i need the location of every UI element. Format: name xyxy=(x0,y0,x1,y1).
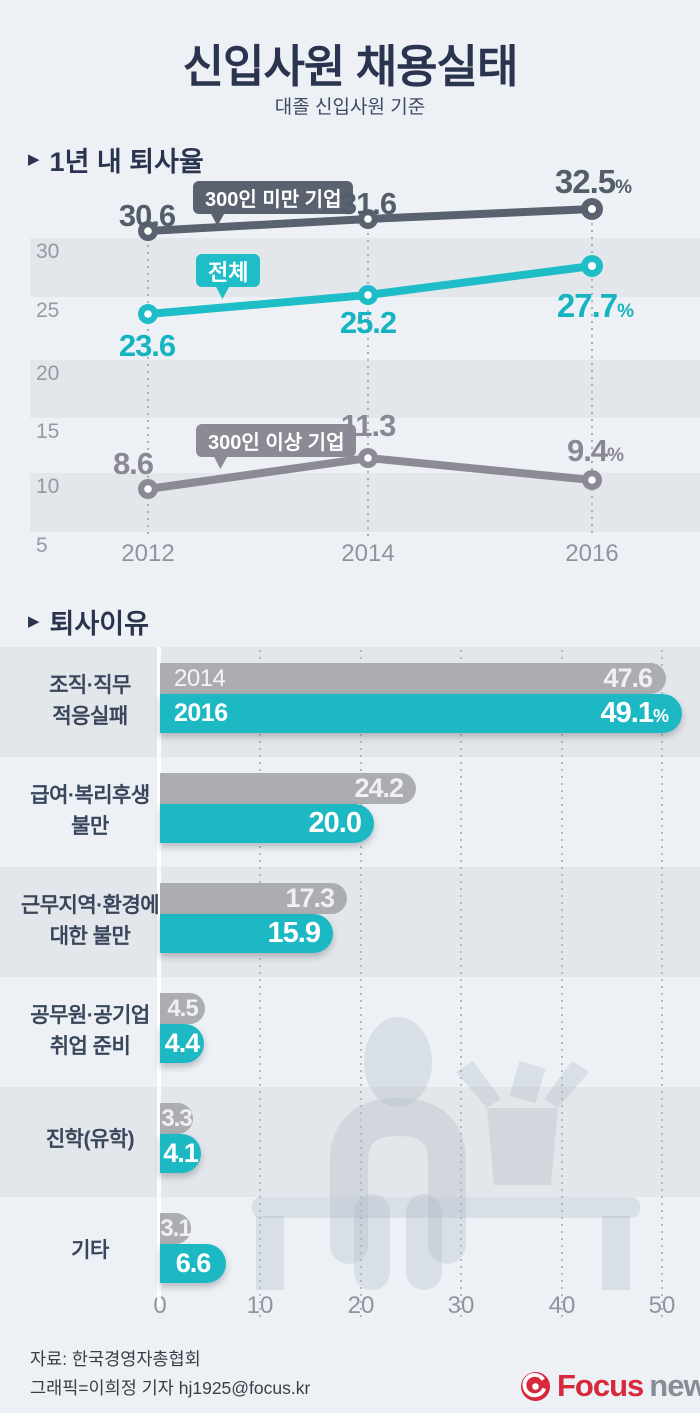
x-tick-2012: 2012 xyxy=(121,540,175,567)
credit-text: 그래픽=이희정 기자 hj1925@focus.kr xyxy=(30,1378,311,1398)
row-band xyxy=(0,1087,700,1197)
bar-row-label: 근무지역·환경에 대한 불만 xyxy=(20,894,160,948)
legend-tooltip-under300: 300인 미만 기업 xyxy=(193,181,354,214)
legend-label-under300: 300인 미만 기업 xyxy=(205,189,342,211)
value-over300-2016: 9.4% xyxy=(566,433,624,468)
bar-row-label: 급여·복리후생 불만 xyxy=(30,784,150,838)
bar-x-tick-20: 20 xyxy=(347,1292,375,1319)
bar-2014: 17.3 xyxy=(160,883,347,914)
y-tick-10: 10 xyxy=(36,475,60,498)
logo-text-news: news xyxy=(649,1368,700,1403)
value-under300-2016: 32.5% xyxy=(554,163,632,200)
value-total-2014: 25.2 xyxy=(339,305,397,340)
section-header-exit-rate: ▶ 1년 내 퇴사율 xyxy=(28,140,204,179)
bar-2016: 6.6 xyxy=(160,1244,226,1283)
bar-2016: 4.1 xyxy=(160,1134,201,1173)
y-tick-25: 25 xyxy=(36,299,60,322)
legend-tooltip-over300: 300인 이상 기업 xyxy=(196,424,357,457)
page-title: 신입사원 채용실태 xyxy=(182,41,519,92)
value-over300-2012: 8.6 xyxy=(112,446,154,481)
bar-zero-axis xyxy=(157,647,161,1307)
row-band xyxy=(0,867,700,977)
bar-row-label: 조직·직무 적응실패 xyxy=(49,674,131,728)
page-subtitle: 대졸 신입사원 기준 xyxy=(274,97,426,118)
bar-series-label: 2014 xyxy=(174,664,226,692)
y-tick-20: 20 xyxy=(36,362,60,385)
bar-2014: 3.3 xyxy=(160,1103,193,1134)
resigned-person-watermark-icon xyxy=(252,1017,640,1290)
bar-x-tick-50: 50 xyxy=(648,1292,676,1319)
section-title-exit-reason: 퇴사이유 xyxy=(49,609,149,639)
bar-2016: 2016 49.1% xyxy=(160,694,682,733)
bar-x-tick-30: 30 xyxy=(447,1292,475,1319)
bar-row-label: 기타 xyxy=(71,1239,109,1262)
bar-value: 49.1% xyxy=(600,697,669,729)
legend-label-total: 전체 xyxy=(208,259,249,285)
source-text: 자료: 한국경영자총협회 xyxy=(30,1349,201,1369)
bar-2016: 4.4 xyxy=(160,1024,204,1063)
bar-chart-canvas xyxy=(252,650,663,1318)
y-tick-5: 5 xyxy=(36,534,48,557)
focus-logo-icon xyxy=(520,1371,551,1401)
bar-row-label: 공무원·공기업 취업 준비 xyxy=(30,1004,150,1058)
legend-tooltip-total: 전체 xyxy=(196,254,261,287)
value-total-2012: 23.6 xyxy=(118,328,176,363)
value-under300-2014: 31.6 xyxy=(339,186,397,221)
bar-series-label: 2016 xyxy=(174,699,228,727)
x-tick-2014: 2014 xyxy=(341,540,395,567)
bar-2016: 15.9 xyxy=(160,914,333,953)
value-under300-2012: 30.6 xyxy=(118,198,176,233)
bar-row-label: 진학(유학) xyxy=(45,1128,135,1151)
bar-value: 47.6 xyxy=(603,663,653,693)
bar-2014: 3.1 xyxy=(160,1213,192,1244)
line-chart-canvas xyxy=(138,198,603,538)
x-tick-2016: 2016 xyxy=(565,540,619,567)
value-over300-2014: 11.3 xyxy=(340,408,397,443)
bar-2014: 24.2 xyxy=(160,773,416,804)
section-header-exit-reason: ▶ 퇴사이유 xyxy=(28,602,149,641)
logo-text-focus: Focus xyxy=(557,1368,644,1403)
y-tick-30: 30 xyxy=(36,240,60,263)
plot-band xyxy=(30,360,700,418)
bar-x-tick-10: 10 xyxy=(246,1292,274,1319)
section-arrow-icon: ▶ xyxy=(28,613,40,630)
bar-2016: 20.0 xyxy=(160,804,374,843)
legend-label-over300: 300인 이상 기업 xyxy=(208,432,345,454)
y-tick-15: 15 xyxy=(36,420,60,443)
section-title-exit-rate: 1년 내 퇴사율 xyxy=(49,147,204,177)
bar-x-tick-40: 40 xyxy=(548,1292,576,1319)
value-total-2016: 27.7% xyxy=(556,287,634,324)
line-markers xyxy=(138,198,603,499)
bar-2014: 4.5 xyxy=(160,993,205,1024)
section-arrow-icon: ▶ xyxy=(28,151,40,168)
bar-2014: 2014 47.6 xyxy=(160,663,666,694)
focus-news-logo: Focus news xyxy=(520,1368,700,1404)
